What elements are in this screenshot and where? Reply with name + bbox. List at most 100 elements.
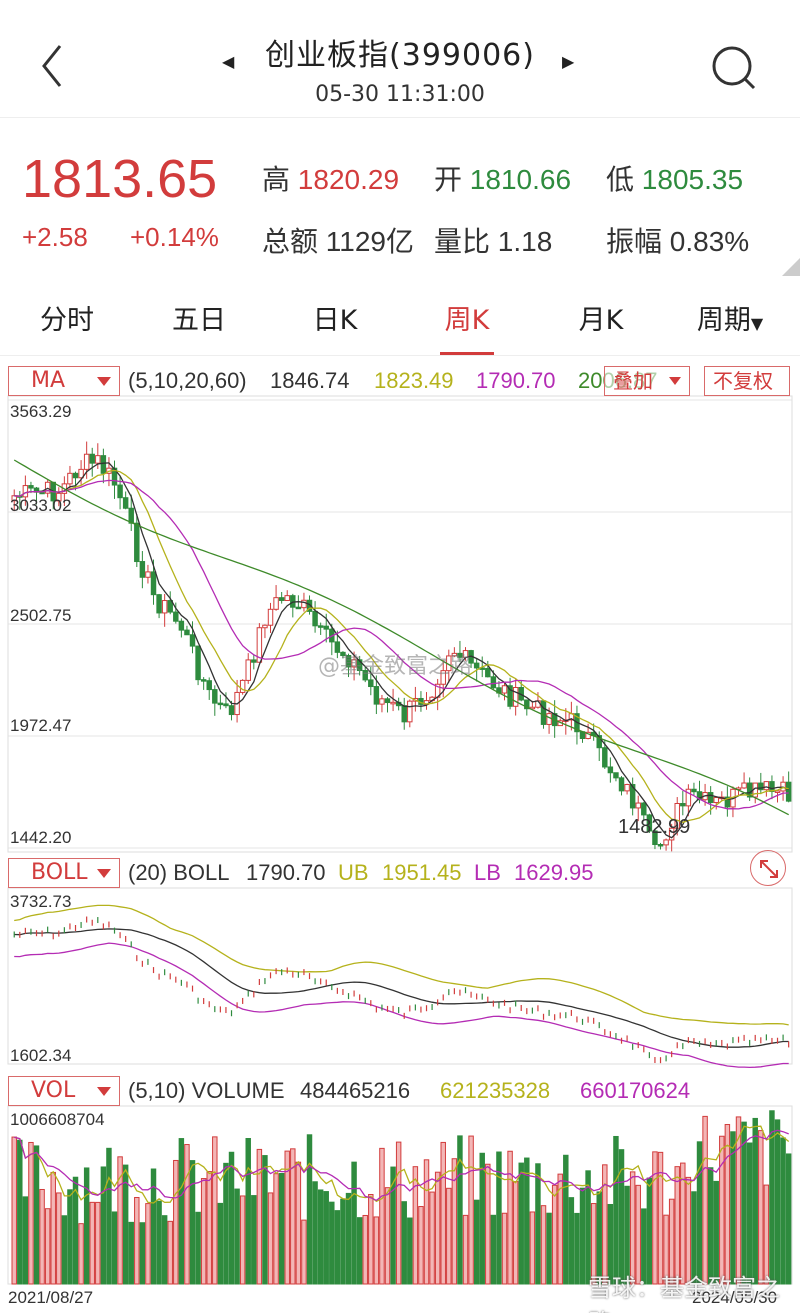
candle-body	[707, 792, 714, 804]
caret-down-icon	[97, 869, 111, 878]
boll-panel-frame	[7, 887, 793, 1065]
volume-bar	[50, 1171, 56, 1285]
amount-stat: 总额 1129亿	[262, 220, 414, 260]
volume-bar	[707, 1167, 714, 1285]
boll-params: (20) BOLL	[128, 860, 230, 885]
volume-bar	[206, 1171, 212, 1285]
volume-bar	[479, 1152, 485, 1285]
candle-body	[178, 620, 185, 631]
candle-body	[239, 679, 246, 693]
ma10-line	[14, 469, 789, 824]
prev-stock-arrow[interactable]: ◀	[222, 52, 235, 71]
candle-body	[278, 597, 285, 601]
vol-params: (5,10) VOLUME	[128, 1078, 285, 1103]
ma-y-tick: 3033.02	[10, 496, 72, 515]
volume-bar	[696, 1141, 703, 1285]
volume-bar	[122, 1164, 129, 1285]
tab-monthly-k[interactable]: 月K	[578, 305, 624, 336]
candle-body	[301, 599, 307, 609]
volume-bar	[67, 1189, 73, 1285]
tab-period-dropdown[interactable]: 周期▼	[690, 290, 770, 356]
candle-body	[295, 606, 302, 610]
kline-chart-svg	[7, 395, 793, 1285]
candle-body	[490, 676, 497, 689]
candle-body	[758, 782, 764, 791]
ma10-value: 1823.49	[374, 368, 454, 393]
candle-body	[345, 655, 352, 668]
volume-bar	[451, 1158, 458, 1285]
overlay-button[interactable]: 叠加	[604, 366, 690, 396]
volume-bar	[429, 1191, 435, 1285]
next-stock-arrow[interactable]: ▶	[562, 52, 575, 71]
candle-body	[340, 651, 346, 657]
search-button[interactable]	[708, 42, 760, 94]
ma-y-tick: 2502.75	[10, 606, 72, 625]
volume-bar	[563, 1154, 569, 1285]
volume-bar	[39, 1188, 45, 1285]
top-bar: ◀ 创业板指(399006) 05-30 11:31:00 ▶	[0, 0, 800, 118]
candle-body	[741, 782, 747, 789]
fullscreen-button[interactable]	[750, 850, 786, 886]
tab-daily-k[interactable]: 日K	[312, 305, 358, 336]
ma-selector[interactable]: MA	[8, 366, 120, 396]
candle-body	[78, 468, 84, 479]
volume-bar	[11, 1136, 17, 1285]
volume-bar	[212, 1136, 218, 1285]
caret-down-icon	[97, 1087, 111, 1096]
boll-selector[interactable]: BOLL	[8, 858, 120, 888]
vol-ratio-label: 量比	[434, 226, 491, 257]
adjust-button[interactable]: 不复权	[704, 366, 790, 396]
low-label: 低	[606, 164, 635, 195]
tab-weekly-k[interactable]: 周K	[444, 305, 490, 336]
candle-body	[785, 781, 792, 802]
caret-down-icon	[669, 377, 681, 385]
volume-bar	[217, 1202, 224, 1285]
volume-bar	[117, 1156, 123, 1285]
volume-bar	[95, 1201, 101, 1285]
tab-timeshare[interactable]: 分时	[40, 305, 94, 336]
volume-bar	[284, 1150, 290, 1285]
volume-bar	[457, 1135, 463, 1285]
volume-bar	[401, 1201, 407, 1285]
candle-body	[473, 662, 480, 669]
candle-body	[56, 492, 62, 502]
volume-bar	[245, 1138, 251, 1285]
vol-ma10-value: 660170624	[580, 1078, 691, 1103]
high-stat: 高 1820.29	[262, 158, 399, 198]
volume-bar	[379, 1147, 385, 1285]
ma-header: MA (5,10,20,60) 1846.74 1823.49 1790.70 …	[0, 360, 800, 396]
candle-body	[379, 698, 385, 705]
corner-expand-icon[interactable]	[782, 258, 800, 276]
volume-bar	[585, 1170, 591, 1285]
boll-mid-line	[14, 928, 789, 1048]
candle-body	[674, 802, 680, 829]
volume-bar	[22, 1196, 29, 1285]
volume-bar	[735, 1116, 742, 1285]
candle-body	[512, 687, 519, 707]
volume-bar	[167, 1220, 173, 1285]
volume-bar	[368, 1193, 374, 1285]
volume-bar	[178, 1138, 185, 1285]
volume-bar	[295, 1161, 302, 1285]
last-price: 1813.65	[22, 149, 218, 209]
volume-bar	[663, 1214, 669, 1285]
volume-bar	[323, 1191, 329, 1285]
vol-ma10-line	[14, 1129, 789, 1202]
back-button[interactable]	[30, 38, 80, 94]
candle-body	[390, 701, 396, 705]
volume-bar	[184, 1144, 190, 1285]
volume-bar	[629, 1171, 636, 1285]
vol-selector[interactable]: VOL	[8, 1076, 120, 1106]
active-tab-underline	[440, 352, 494, 355]
boll-ub-label: UB	[338, 860, 369, 885]
tab-five-day[interactable]: 五日	[172, 305, 226, 336]
volume-bar	[763, 1184, 770, 1285]
candle-body	[641, 802, 647, 816]
amount-value: 1129亿	[325, 226, 415, 257]
volume-bar	[150, 1168, 157, 1285]
end-date-label: 2024/05/30	[692, 1288, 778, 1307]
candle-body	[245, 659, 251, 681]
candle-body	[546, 713, 552, 725]
caret-down-icon	[97, 377, 111, 386]
volume-bar	[618, 1149, 625, 1285]
